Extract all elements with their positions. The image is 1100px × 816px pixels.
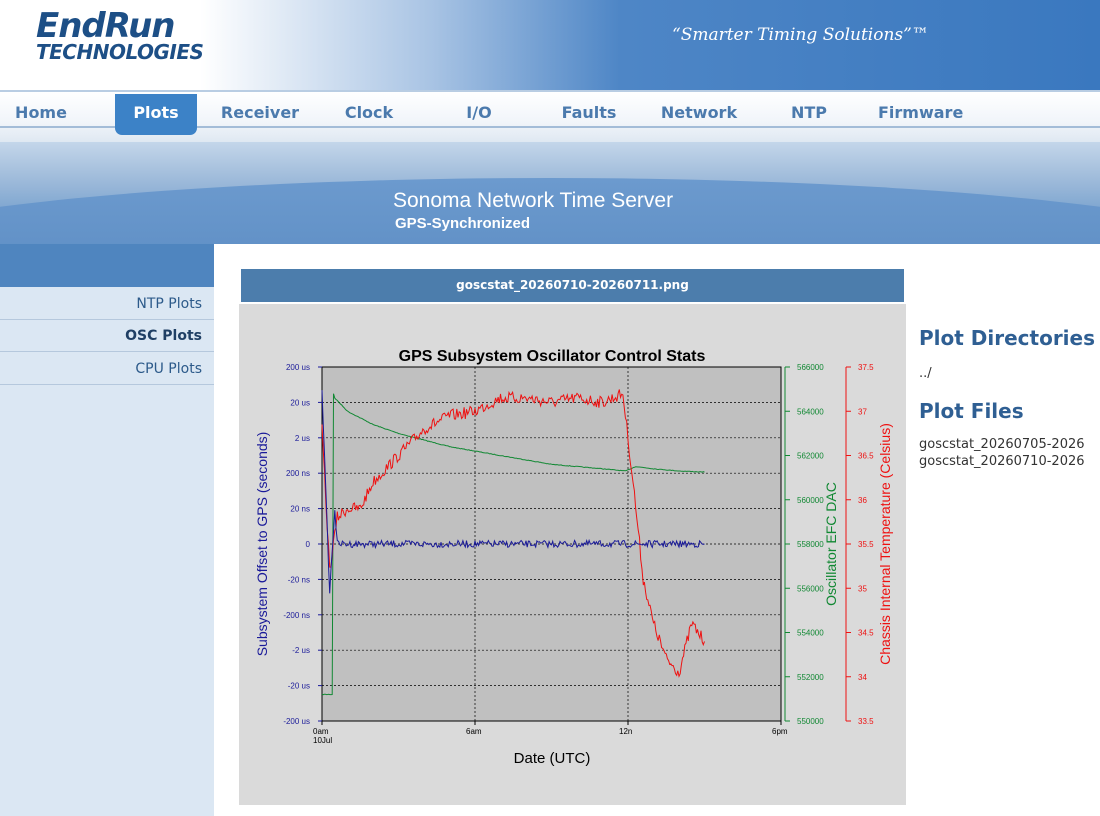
right-axis-dac-tick-label: 566000 [797, 363, 824, 372]
sidebar-item-cpu-plots[interactable]: CPU Plots [0, 353, 214, 385]
left-axis-tick-label: -20 ns [288, 575, 310, 584]
right-axis-dac-tick-label: 564000 [797, 407, 824, 416]
right-axis-dac-label: Oscillator EFC DAC [823, 482, 839, 606]
left-axis-tick-label: -200 us [283, 717, 310, 726]
sidebar-header [0, 244, 214, 287]
product-banner: Sonoma Network Time Server GPS-Synchroni… [0, 142, 1100, 244]
oscillator-chart: 200 us 20 us 2 us 200 ns 20 ns 0 -20 ns -200 ns… [254, 348, 893, 767]
x-axis-tick-label: 6pm [772, 727, 788, 736]
left-axis-tick-label: 20 ns [290, 505, 310, 514]
series-line-efc-dac [321, 393, 705, 696]
chart-title: GPS Subsystem Oscillator Control Stats [399, 348, 706, 365]
series-line-temperature [321, 389, 705, 678]
left-axis-tick-label: 20 us [290, 398, 310, 407]
left-axis-tick-label: -2 us [292, 646, 310, 655]
x-axis-tick-label: 0am [313, 727, 329, 736]
plot-file-link[interactable]: goscstat_20260710-2026 [919, 454, 1085, 469]
left-axis-tick-label: -20 us [288, 682, 310, 691]
right-axis-dac-tick-label: 550000 [797, 717, 824, 726]
nav-clock[interactable]: Clock [344, 103, 394, 122]
banner-swoosh [0, 178, 1100, 244]
nav-io[interactable]: I/O [466, 103, 492, 122]
plot-image: 200 us 20 us 2 us 200 ns 20 ns 0 -20 ns -200 ns… [239, 304, 906, 805]
plot-files-heading: Plot Files [919, 399, 1024, 423]
plot-filename-bar: goscstat_20260710-20260711.png [241, 269, 904, 302]
right-axis-temp-tick-label: 35 [858, 584, 867, 593]
right-axis-temp-tick-label: 35.5 [858, 540, 874, 549]
right-axis-dac-tick-label: 558000 [797, 540, 824, 549]
series-line-offset [321, 390, 705, 594]
right-axis-temp-tick-label: 36 [858, 496, 867, 505]
x-axis-tick-label: 12n [619, 727, 632, 736]
left-axis-label: Subsystem Offset to GPS (seconds) [254, 432, 270, 657]
sidebar: NTP Plots OSC Plots CPU Plots [0, 244, 214, 816]
right-axis-dac-tick-label: 560000 [797, 496, 824, 505]
nav-divider [0, 126, 1100, 128]
parent-directory-link[interactable]: ../ [919, 366, 932, 381]
right-axis-temp-tick-label: 34.5 [858, 629, 874, 638]
main-nav: Home Plots Receiver Clock I/O Faults Net… [0, 90, 1100, 142]
chart-axes: 200 us 20 us 2 us 200 ns 20 ns 0 -20 ns -200 ns… [283, 363, 874, 745]
right-axis-temp-label: Chassis Internal Temperature (Celsius) [877, 423, 893, 665]
plot-file-panel: Plot Directories ../ Plot Files goscstat… [919, 326, 1100, 469]
x-axis-tick-label: 10Jul [313, 736, 332, 745]
right-axis-temp-tick-label: 34 [858, 673, 867, 682]
product-subtitle: GPS-Synchronized [395, 215, 531, 232]
plot-directories-heading: Plot Directories [919, 326, 1096, 350]
logo-text-technologies: TECHNOLOGIES [36, 40, 204, 64]
nav-network[interactable]: Network [660, 103, 738, 122]
tagline: “Smarter Timing Solutions”™ [672, 25, 929, 45]
nav-receiver[interactable]: Receiver [220, 103, 300, 122]
x-axis-label: Date (UTC) [514, 750, 591, 767]
left-axis-tick-label: 200 ns [286, 469, 310, 478]
sidebar-item-ntp-plots[interactable]: NTP Plots [0, 288, 214, 320]
right-axis-temp-tick-label: 37.5 [858, 363, 874, 372]
x-axis-tick-label: 6am [466, 727, 482, 736]
plot-file-link[interactable]: goscstat_20260705-2026 [919, 437, 1085, 452]
right-axis-dac-tick-label: 562000 [797, 452, 824, 461]
sidebar-item-osc-plots[interactable]: OSC Plots [0, 320, 214, 352]
right-axis-dac-tick-label: 556000 [797, 584, 824, 593]
left-axis-tick-label: 0 [306, 540, 311, 549]
site-header: EndRun TECHNOLOGIES “Smarter Timing Solu… [0, 0, 1100, 90]
nav-plots[interactable]: Plots [115, 94, 197, 135]
nav-ntp[interactable]: NTP [790, 103, 828, 122]
endrun-logo[interactable]: EndRun TECHNOLOGIES [36, 6, 204, 64]
left-axis-tick-label: 2 us [295, 434, 310, 443]
logo-text-endrun: EndRun [36, 6, 176, 46]
left-axis-tick-label: -200 ns [283, 611, 310, 620]
right-axis-temp-tick-label: 33.5 [858, 717, 874, 726]
right-axis-temp-tick-label: 37 [858, 407, 867, 416]
nav-home[interactable]: Home [15, 103, 67, 122]
product-title: Sonoma Network Time Server [393, 189, 674, 212]
chart-labels: GPS Subsystem Oscillator Control Stats Da… [254, 348, 893, 767]
chart-series-group [321, 389, 705, 696]
right-axis-dac-tick-label: 554000 [797, 629, 824, 638]
nav-firmware[interactable]: Firmware [878, 103, 964, 122]
right-axis-dac-tick-label: 552000 [797, 673, 824, 682]
nav-faults[interactable]: Faults [561, 103, 617, 122]
right-axis-temp-tick-label: 36.5 [858, 452, 874, 461]
left-axis-tick-label: 200 us [286, 363, 310, 372]
